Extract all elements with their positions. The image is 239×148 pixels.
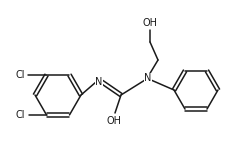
Text: Cl: Cl (16, 70, 25, 80)
Text: N: N (95, 77, 103, 87)
Text: OH: OH (107, 116, 121, 126)
Text: N: N (144, 73, 152, 83)
Text: Cl: Cl (16, 110, 25, 120)
Text: OH: OH (142, 18, 158, 28)
